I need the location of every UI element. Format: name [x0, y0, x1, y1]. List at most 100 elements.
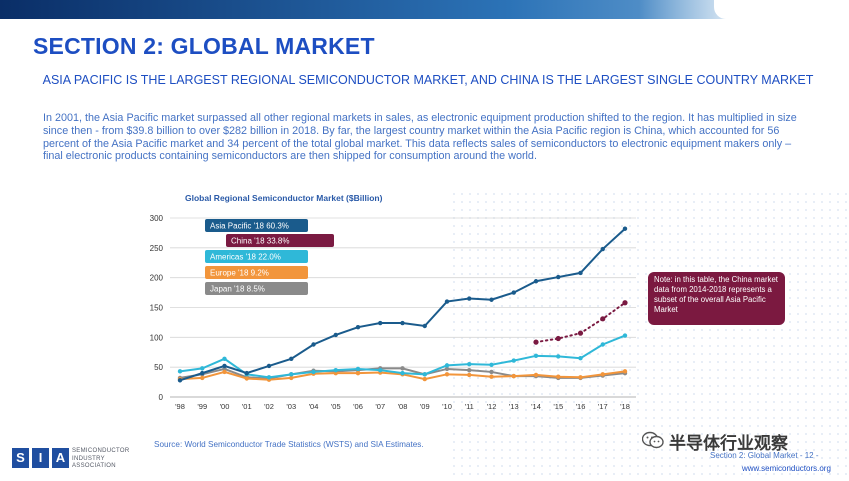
data-point [244, 376, 249, 381]
x-tick-label: '12 [487, 402, 497, 411]
footer-section: Section 2: Global Market - 12 - [710, 451, 819, 460]
data-point [511, 373, 516, 379]
logo-letter-i: I [32, 448, 49, 468]
data-point [489, 374, 494, 379]
data-point [533, 279, 539, 284]
data-point [467, 361, 472, 367]
data-point [200, 370, 205, 376]
data-point [489, 369, 494, 375]
data-point [378, 320, 383, 326]
data-point [578, 270, 583, 276]
data-point [556, 354, 561, 359]
y-tick-label: 50 [154, 363, 163, 372]
data-point [489, 297, 494, 302]
legend-box [205, 266, 308, 279]
data-point [622, 226, 628, 231]
data-point [422, 372, 427, 377]
data-point [444, 299, 450, 304]
data-point [200, 366, 205, 371]
chart-title: Global Regional Semiconductor Market ($B… [185, 193, 383, 203]
data-point [467, 367, 472, 373]
x-tick-label: '00 [220, 402, 230, 411]
sia-logo: S I A SEMICONDUCTOR INDUSTRY ASSOCIATION [12, 448, 150, 472]
x-tick-label: '16 [576, 402, 586, 411]
data-point [467, 372, 472, 378]
data-point [600, 316, 606, 322]
data-point [511, 358, 516, 363]
data-point [622, 300, 628, 306]
top-banner-cutout [714, 0, 849, 19]
data-point [422, 376, 427, 382]
x-tick-label: '01 [242, 402, 252, 411]
logo-letter-a: A [52, 448, 69, 468]
data-point [556, 374, 561, 379]
legend-label: Japan '18 8.5% [210, 285, 265, 294]
source-note: Source: World Semiconductor Trade Statis… [154, 440, 424, 449]
y-tick-label: 150 [150, 304, 164, 313]
data-point [489, 362, 494, 367]
data-point [600, 246, 605, 252]
logo-text: SEMICONDUCTOR INDUSTRY ASSOCIATION [72, 448, 129, 471]
x-tick-label: '06 [353, 402, 363, 411]
data-point [622, 333, 628, 338]
logo-line-3: ASSOCIATION [72, 463, 116, 469]
y-tick-label: 300 [150, 214, 164, 223]
legend-box [205, 250, 308, 263]
data-point [555, 335, 561, 342]
legend-label: Europe '18 9.2% [210, 269, 269, 278]
logo-line-1: SEMICONDUCTOR [72, 448, 130, 454]
data-point [600, 372, 605, 377]
data-point [200, 375, 205, 381]
data-point [578, 356, 583, 361]
series-line [535, 301, 626, 344]
intro-paragraph: In 2001, the Asia Pacific market surpass… [43, 112, 797, 163]
note-box: Note: in this table, the China market da… [648, 272, 785, 325]
legend-box [226, 234, 334, 247]
data-point [378, 367, 383, 373]
wechat-icon [642, 431, 664, 449]
legend-box [205, 282, 308, 295]
watermark-text: 半导体行业观察 [669, 434, 788, 453]
data-point [400, 366, 405, 371]
data-point [577, 330, 584, 336]
x-tick-label: '07 [375, 402, 385, 411]
x-tick-label: '98 [175, 402, 185, 411]
x-tick-label: '04 [309, 402, 319, 411]
x-tick-label: '08 [398, 402, 408, 411]
footer-url[interactable]: www.semiconductors.org [742, 464, 831, 473]
data-point [467, 296, 472, 301]
data-point [444, 372, 450, 377]
x-tick-label: '13 [509, 402, 519, 411]
data-point [556, 274, 561, 280]
data-point [222, 363, 227, 369]
data-point [289, 356, 294, 362]
data-point [422, 323, 427, 329]
legend-label: Asia Pacific '18 60.3% [210, 222, 289, 231]
y-tick-label: 250 [150, 244, 164, 253]
data-point [600, 342, 605, 347]
x-tick-label: '17 [598, 402, 608, 411]
data-point [266, 363, 272, 369]
x-tick-label: '15 [553, 402, 563, 411]
y-tick-label: 0 [159, 393, 164, 402]
data-point [266, 375, 272, 380]
data-point [177, 378, 183, 383]
data-point [222, 356, 227, 362]
x-tick-label: '14 [531, 402, 541, 411]
page-title: SECTION 2: GLOBAL MARKET [33, 33, 375, 59]
data-point [533, 339, 539, 345]
data-point [333, 367, 338, 373]
x-tick-label: '11 [465, 402, 474, 411]
y-tick-label: 200 [150, 274, 164, 283]
data-point [533, 372, 539, 378]
data-point [622, 369, 628, 374]
data-point [177, 369, 183, 374]
x-tick-label: '05 [331, 402, 341, 411]
legend-box [205, 219, 308, 232]
data-point [289, 375, 294, 381]
x-tick-label: '09 [420, 402, 430, 411]
logo-letter-s: S [12, 448, 29, 468]
x-tick-label: '10 [442, 402, 452, 411]
data-point [400, 320, 405, 326]
data-point [511, 290, 516, 295]
